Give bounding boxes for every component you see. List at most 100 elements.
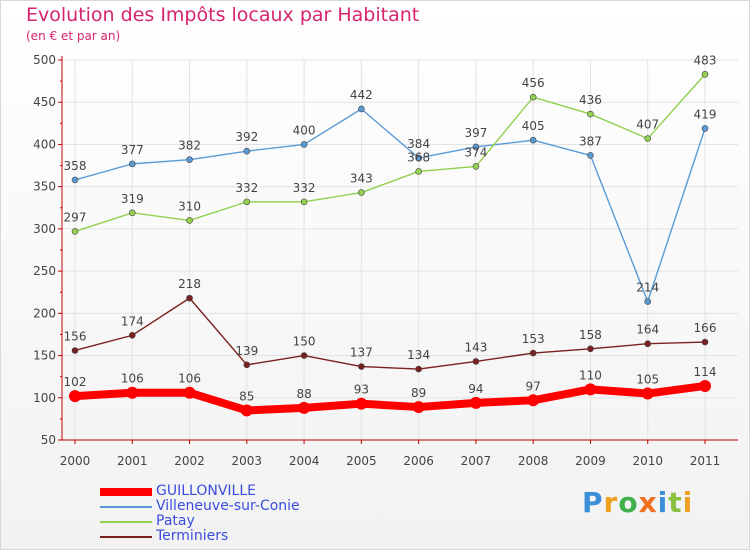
data-point	[71, 347, 79, 354]
legend-swatch-villeneuve	[100, 506, 152, 508]
data-point	[186, 156, 193, 163]
data-label: 94	[468, 382, 483, 396]
data-label: 106	[178, 372, 201, 386]
logo-letter: i	[657, 486, 669, 519]
data-label: 419	[694, 107, 717, 121]
data-point	[358, 363, 365, 370]
data-point	[644, 135, 652, 142]
series-line-0	[74, 381, 706, 415]
data-point	[587, 152, 594, 159]
data-label: 483	[694, 53, 717, 67]
y-tick-label: 150	[33, 349, 56, 363]
data-point	[472, 358, 480, 365]
data-label: 332	[235, 181, 258, 195]
data-point	[71, 176, 79, 184]
data-label: 332	[293, 181, 316, 195]
data-label: 407	[636, 118, 659, 132]
data-label: 153	[522, 332, 545, 346]
y-tick-label: 300	[33, 222, 56, 236]
logo-letter: x	[638, 486, 658, 519]
y-tick-label: 50	[41, 433, 56, 447]
data-point	[415, 365, 422, 373]
data-label: 89	[411, 386, 426, 400]
data-point	[243, 147, 251, 155]
data-point	[469, 396, 482, 409]
logo-letter: r	[603, 486, 619, 519]
x-tick-label: 2008	[518, 454, 549, 468]
data-point	[358, 105, 365, 113]
data-label: 105	[636, 373, 659, 387]
data-point	[126, 386, 139, 399]
data-label: 114	[694, 365, 717, 379]
data-point	[415, 154, 422, 162]
data-label: 405	[522, 119, 545, 133]
data-point	[472, 163, 480, 170]
legend-swatch-patay	[100, 521, 152, 523]
logo-letter: o	[618, 486, 639, 519]
legend-label-guillonville: GUILLONVILLE	[156, 483, 256, 499]
data-label: 368	[407, 150, 430, 164]
logo-letter: t	[668, 486, 683, 519]
y-tick-label: 400	[33, 137, 56, 151]
data-point	[584, 383, 597, 396]
data-label: 139	[235, 344, 258, 358]
data-point	[71, 228, 79, 235]
data-point	[300, 198, 308, 206]
x-tick-label: 2001	[117, 454, 148, 468]
data-label: 319	[121, 192, 144, 206]
data-point	[587, 110, 594, 118]
x-tick-label: 2011	[690, 454, 721, 468]
data-point	[183, 386, 196, 399]
data-label: 343	[350, 172, 373, 186]
series-line-3	[74, 297, 706, 370]
data-point	[644, 340, 652, 348]
logo-letter: i	[682, 486, 694, 519]
data-point	[529, 349, 537, 357]
y-tick-label: 100	[33, 391, 56, 405]
y-tick-label: 250	[33, 264, 56, 278]
data-label: 156	[64, 329, 87, 343]
proxiti-logo: Proxiti	[582, 486, 693, 519]
x-tick-label: 2009	[575, 454, 606, 468]
y-tick-label: 500	[33, 53, 56, 67]
data-label: 384	[407, 137, 430, 151]
data-label: 106	[121, 372, 144, 386]
data-label: 214	[636, 281, 659, 295]
series-line-1	[74, 108, 706, 303]
data-label: 297	[64, 210, 87, 224]
x-tick-label: 2007	[461, 454, 492, 468]
y-tick-label: 350	[33, 180, 56, 194]
x-tick-label: 2002	[174, 454, 205, 468]
data-label: 143	[464, 340, 487, 354]
legend-swatch-terminiers	[100, 536, 152, 538]
data-label: 102	[64, 375, 87, 389]
data-label: 85	[239, 389, 254, 403]
data-point	[243, 198, 251, 206]
data-point	[701, 71, 709, 78]
data-point	[128, 160, 136, 168]
data-label: 150	[293, 335, 316, 349]
data-point	[186, 294, 193, 302]
x-tick-label: 2005	[346, 454, 377, 468]
data-point	[300, 352, 308, 359]
data-label: 137	[350, 346, 373, 360]
data-label: 93	[354, 383, 369, 397]
legend-label-villeneuve: Villeneuve-sur-Conie	[156, 498, 300, 514]
chart-title: Evolution des Impôts locaux par Habitant	[26, 4, 420, 26]
data-label: 218	[178, 277, 201, 291]
data-point	[641, 387, 654, 400]
data-label: 392	[235, 130, 258, 144]
data-label: 166	[694, 321, 717, 335]
data-label: 158	[579, 328, 602, 342]
legend-swatch-guillonville	[100, 488, 152, 496]
data-label: 358	[64, 159, 87, 173]
data-point	[644, 298, 652, 305]
data-label: 400	[293, 123, 316, 137]
data-label: 456	[522, 76, 545, 90]
data-point	[701, 338, 709, 346]
data-point	[186, 217, 193, 224]
data-label: 387	[579, 134, 602, 148]
data-label: 134	[407, 348, 430, 362]
